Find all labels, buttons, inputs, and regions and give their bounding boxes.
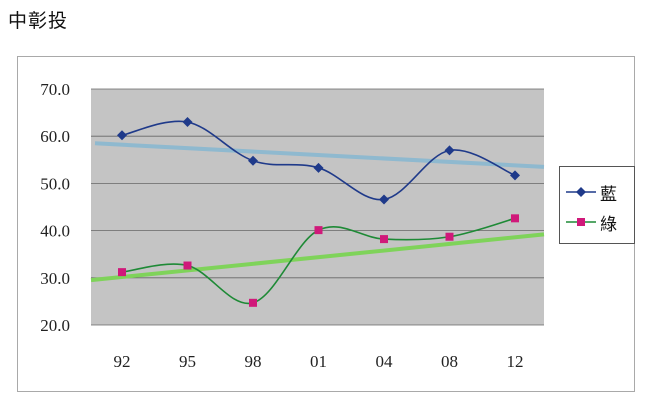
x-tick-label: 98 [245, 352, 262, 371]
point-green [445, 232, 454, 241]
point-blue [379, 194, 389, 205]
trend-line-green [90, 232, 545, 283]
series-markers [117, 117, 520, 307]
y-tick-label: 60.0 [40, 127, 70, 146]
plot-area [91, 89, 544, 325]
legend-label-blue: 藍 [600, 184, 617, 205]
x-tick-label: 92 [114, 352, 131, 371]
x-tick-label: 04 [376, 352, 394, 371]
y-tick-label: 20.0 [40, 316, 70, 335]
point-green [511, 214, 519, 223]
x-tick-label: 01 [310, 352, 327, 371]
y-tick-label: 70.0 [40, 80, 70, 99]
trend-line-blue [94, 141, 545, 169]
legend-swatch-blue [566, 187, 596, 197]
point-green [314, 226, 323, 235]
point-green [118, 268, 126, 277]
point-blue [313, 162, 324, 173]
x-tick-label: 12 [507, 352, 524, 371]
trend-lines [90, 141, 545, 283]
x-axis-tick-labels: 92 95 98 01 04 08 12 [114, 352, 524, 371]
x-tick-label: 95 [179, 352, 196, 371]
point-blue [117, 130, 127, 141]
legend-swatch-green [566, 218, 596, 226]
point-green [249, 298, 257, 307]
page-title: 中彰投 [8, 10, 69, 32]
point-blue [444, 145, 455, 156]
point-green [183, 261, 192, 270]
point-blue [510, 170, 520, 181]
legend: 藍 綠 [559, 166, 635, 244]
point-blue [182, 117, 193, 128]
x-tick-label: 08 [441, 352, 458, 371]
legend-item-green: 綠 [566, 209, 617, 235]
legend-label-green: 綠 [600, 214, 617, 235]
y-axis-tick-labels: 70.0 60.0 50.0 40.0 30.0 20.0 [40, 80, 70, 335]
point-blue [248, 155, 258, 166]
point-green [380, 235, 388, 244]
y-tick-label: 50.0 [40, 174, 70, 193]
y-tick-label: 40.0 [40, 222, 70, 241]
y-tick-label: 30.0 [40, 269, 70, 288]
legend-item-blue: 藍 [566, 179, 617, 205]
